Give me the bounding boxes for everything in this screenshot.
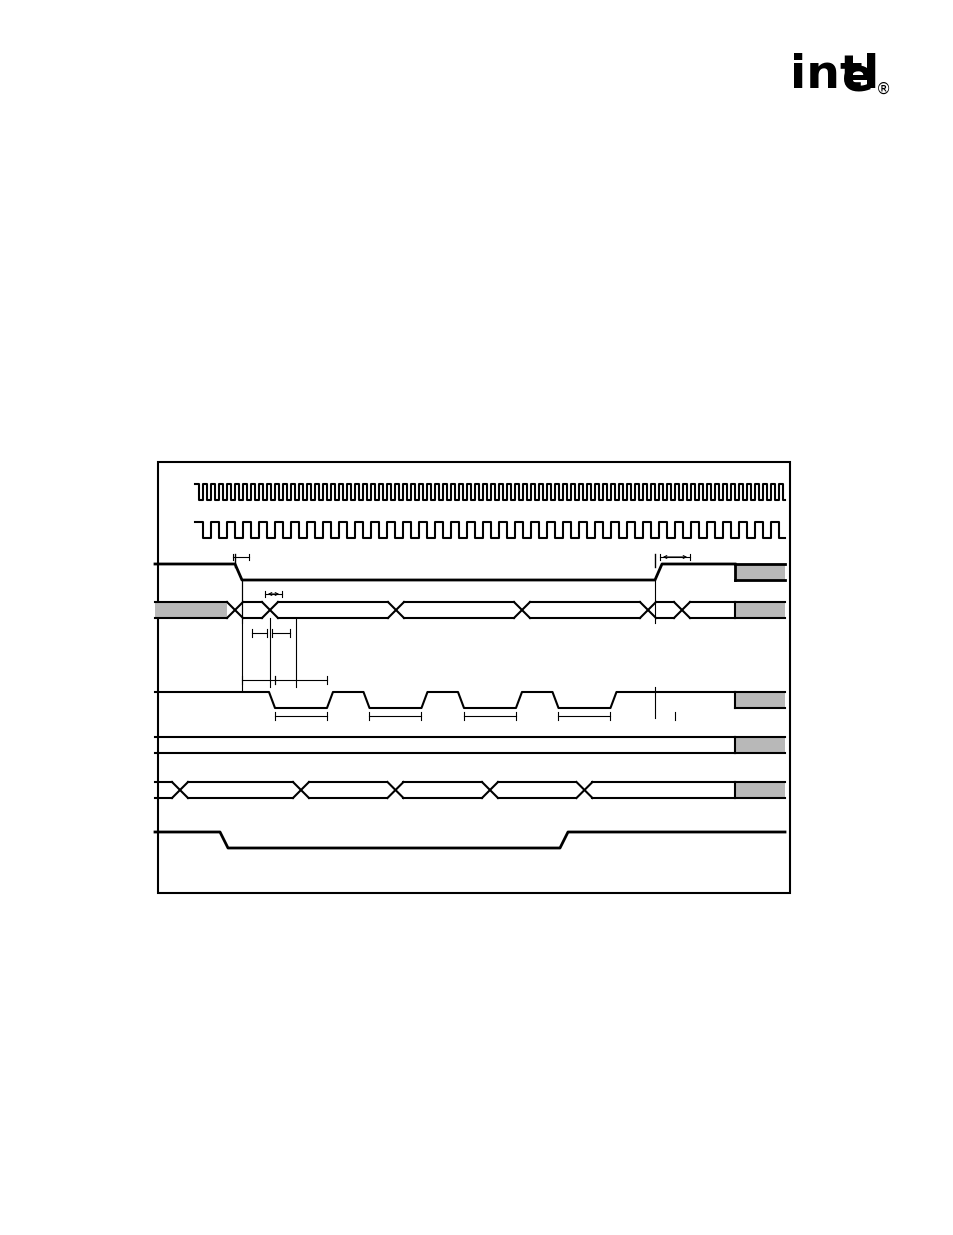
Bar <box>734 601 784 618</box>
Text: ®: ® <box>875 82 890 96</box>
Text: int: int <box>789 53 862 98</box>
Text: l: l <box>862 53 879 98</box>
Bar <box>154 601 227 618</box>
Bar <box>734 737 784 753</box>
Bar <box>734 564 784 580</box>
Bar <box>734 692 784 708</box>
Bar <box>158 462 789 893</box>
Bar <box>734 782 784 798</box>
Text: e: e <box>841 57 873 101</box>
